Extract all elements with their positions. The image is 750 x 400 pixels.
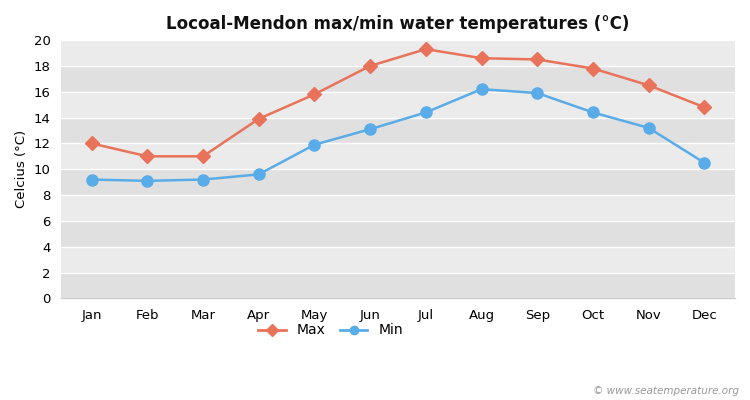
Bar xyxy=(61,66,735,92)
Min xyxy=(87,177,96,182)
Max xyxy=(532,57,542,62)
Title: Locoal-Mendon max/min water temperatures (°C): Locoal-Mendon max/min water temperatures… xyxy=(166,15,630,33)
Min xyxy=(366,127,375,132)
Min xyxy=(199,177,208,182)
Max xyxy=(310,92,319,97)
Max xyxy=(254,116,263,121)
Min xyxy=(310,142,319,147)
Max xyxy=(477,56,486,60)
Max xyxy=(589,66,598,71)
Max xyxy=(199,154,208,159)
Bar xyxy=(61,40,735,66)
Line: Max: Max xyxy=(87,44,710,161)
Max xyxy=(644,83,653,88)
Bar xyxy=(61,92,735,118)
Y-axis label: Celcius (°C): Celcius (°C) xyxy=(15,130,28,208)
Legend: Max, Min: Max, Min xyxy=(253,318,409,343)
Min xyxy=(644,126,653,130)
Min xyxy=(142,178,152,183)
Text: © www.seatemperature.org: © www.seatemperature.org xyxy=(592,386,739,396)
Max xyxy=(700,105,709,110)
Max xyxy=(366,64,375,68)
Line: Min: Min xyxy=(86,84,710,186)
Max xyxy=(87,141,96,146)
Max xyxy=(142,154,152,159)
Min xyxy=(589,110,598,115)
Bar xyxy=(61,247,735,272)
Min xyxy=(532,91,542,96)
Bar xyxy=(61,144,735,169)
Bar xyxy=(61,221,735,247)
Max xyxy=(422,47,430,52)
Min xyxy=(477,87,486,92)
Min xyxy=(254,172,263,177)
Bar xyxy=(61,272,735,298)
Bar xyxy=(61,195,735,221)
Bar xyxy=(61,118,735,144)
Min xyxy=(422,110,430,115)
Bar xyxy=(61,169,735,195)
Min xyxy=(700,160,709,165)
